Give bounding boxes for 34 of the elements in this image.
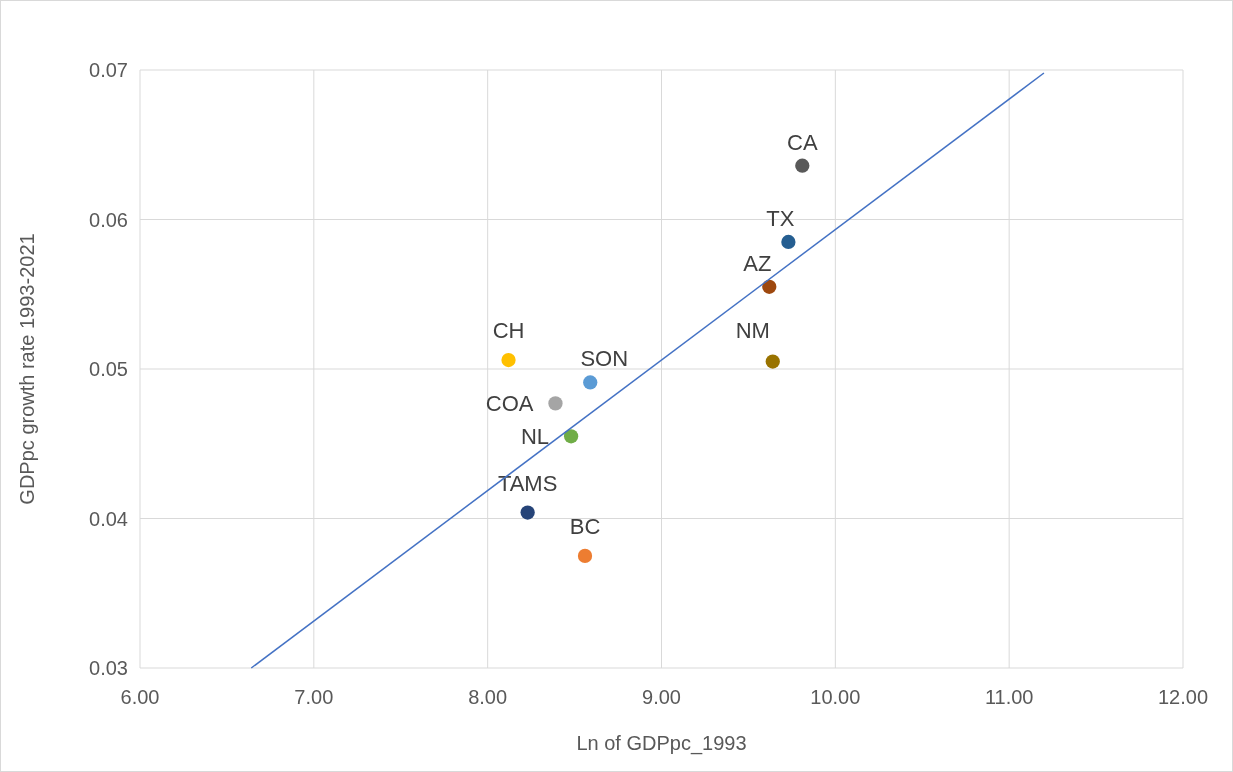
series-label: NM <box>735 317 770 343</box>
point <box>795 158 810 173</box>
series-label: NL <box>520 424 550 450</box>
x-tick-label: 8.00 <box>468 686 508 708</box>
point <box>765 354 780 369</box>
x-tick-label: 10.00 <box>810 686 861 708</box>
series-label: TX <box>766 205 795 231</box>
x-tick-label: 6.00 <box>120 686 160 708</box>
y-tick-label: 0.04 <box>89 507 128 530</box>
y-tick-label: 0.06 <box>89 208 128 231</box>
point <box>548 396 563 411</box>
y-tick-label: 0.07 <box>89 59 128 81</box>
y-axis-title: GDPpc growth rate 1993-2021 <box>16 233 38 505</box>
point <box>577 548 593 563</box>
y-tick-label: 0.05 <box>89 358 128 380</box>
point <box>781 234 796 250</box>
point <box>501 352 516 368</box>
series-label: TAMS <box>497 470 558 496</box>
series-label: COA <box>485 391 534 417</box>
point <box>762 279 777 294</box>
series-label: AZ <box>743 250 772 276</box>
series-label: BC <box>569 513 601 539</box>
x-axis-title: Ln of GDPpc_1993 <box>576 732 747 755</box>
series-label: SON <box>580 346 629 372</box>
x-tick-label: 7.00 <box>294 686 334 708</box>
series-label: CA <box>787 129 818 155</box>
x-tick-label: 12.00 <box>1157 686 1209 708</box>
point <box>520 505 535 520</box>
point <box>583 375 598 390</box>
x-tick-label: 9.00 <box>642 686 681 708</box>
series-label: CH <box>492 318 525 344</box>
y-tick-label: 0.03 <box>89 657 128 679</box>
point <box>563 429 579 444</box>
x-tick-label: 11.00 <box>984 686 1034 708</box>
